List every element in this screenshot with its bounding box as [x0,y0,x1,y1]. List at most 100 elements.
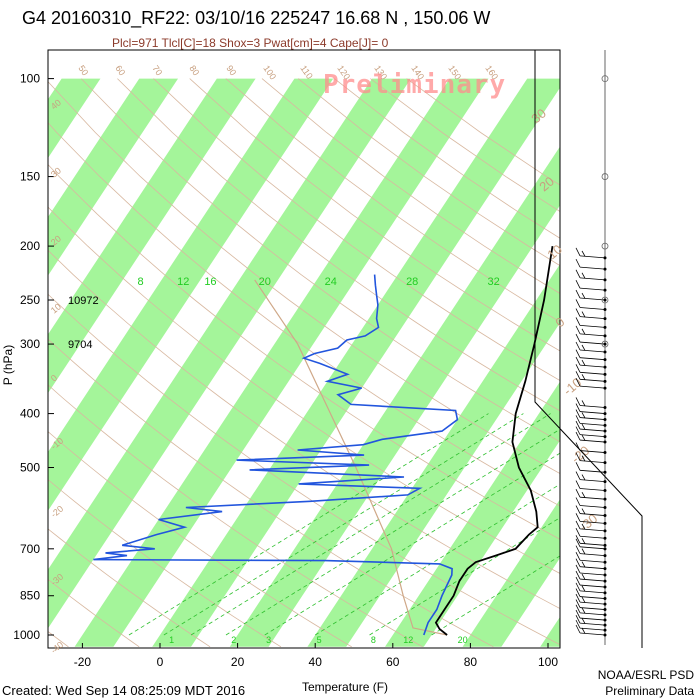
dry-adiabat-line [48,122,560,507]
wind-barb-flag [581,508,586,515]
wind-barb-flag [575,377,581,387]
wind-barb-flag [575,520,581,530]
wind-barb-staff [579,535,606,539]
wind-barb-flag [575,593,581,603]
wind-barb-flag [575,513,581,522]
wind-barb-flag [575,269,581,279]
wind-barb-flag [581,328,586,335]
theta-label: 110 [298,63,314,80]
mixing-ratio-label: 12 [177,276,189,288]
isotherm-band [74,78,489,647]
wind-barb-flag [581,596,586,603]
isotherm-band [48,78,179,276]
parcel-line [254,279,448,636]
pressure-tick-label: 300 [20,337,40,351]
mixing-ratio-label: 32 [488,276,500,288]
wind-barb-flag [575,409,581,418]
wind-barb-flag [581,548,586,555]
wind-barb-staff [579,460,606,464]
height-annotation: 10972 [68,295,99,307]
wind-barb-staff [579,479,606,482]
wind-barb-staff [579,622,606,626]
wind-barb-flag [575,431,581,441]
wind-barb-flag [575,505,581,514]
isotherm-left-label: 40 [49,97,63,111]
dry-adiabat-line [48,249,560,610]
wind-barb-staff [579,349,606,353]
wind-barb-flag [581,412,586,419]
pressure-tick-label: 400 [20,407,40,421]
mixing-ratio-label: 12 [403,635,413,645]
pressure-tick-label: 150 [20,170,40,184]
wind-barb-staff [579,578,606,582]
wind-barb-staff [579,439,606,443]
theta-label: 100 [261,63,278,81]
wind-barb-flag [575,528,581,537]
calm-wind-circle [601,173,609,180]
wind-barb-staff [579,505,606,508]
dry-adiabat-line [48,528,211,648]
calm-wind-circle [601,296,609,304]
wind-barb-flag [581,523,586,530]
mixing-ratio-line [190,413,551,636]
isotherm-left-label: -40 [49,640,65,656]
mixing-ratio-label: 1 [169,635,174,645]
wind-barb-flag [575,570,581,580]
mixing-ratio-label: 24 [325,276,337,288]
isotherm-band [540,616,560,647]
wind-barb-staff [579,357,606,361]
mixing-ratio-label: 3 [266,635,271,645]
mixing-ratio-label: 8 [138,276,144,288]
wind-barb-flag [575,564,581,574]
wind-barb-staff [579,428,606,432]
wind-barb-flag [581,538,586,544]
wind-barb-flag [575,403,581,412]
temperature-tick-label: 80 [464,655,478,669]
dry-adiabat-line [80,78,560,443]
mixing-ratio-line [369,517,560,636]
temperature-tick-label: 40 [309,655,323,669]
theta-label: 60 [113,63,127,77]
isotherm-left-label: 0 [49,373,59,384]
wind-barb-flag [575,325,581,335]
wind-barb-staff [579,333,606,337]
wind-barb-flag [575,599,581,608]
x-axis-label: Temperature (F) [302,680,389,694]
dewpoint-profile [93,274,459,636]
dewpoint-line [93,274,459,636]
wind-barb-staff [579,287,606,291]
wind-barb-staff [579,528,606,532]
mixing-ratio-label: 8 [371,635,376,645]
isotherm-band [462,499,560,647]
wind-barb-flag [575,452,581,461]
wind-barb-flag [581,434,586,441]
dry-adiabat-line [153,78,560,382]
mixing-ratio-line [314,483,560,636]
isotherm-band [307,264,560,647]
wind-barb-flag [575,535,581,544]
wind-barb-staff [579,520,606,524]
height-annotation: 9704 [68,339,92,351]
wind-barb-flag [575,538,581,547]
wind-barb-flag [575,604,581,614]
wind-barb-staff [579,434,606,438]
wind-barb-staff [579,316,606,320]
wind-barb-flag [575,624,581,634]
wind-barb-staff [579,364,606,368]
wind-barb-flag [575,289,581,299]
wind-barb-staff [579,411,606,414]
wind-barb-staff [579,617,606,621]
isotherm-band [48,78,411,629]
isotherm-left-label: -20 [49,504,65,520]
wind-barb-flag [581,250,586,257]
temperature-tick-label: 20 [231,655,245,669]
temperature-tick-label: 100 [538,655,558,669]
wind-barb-flag [575,308,581,317]
wind-barb-staff [579,596,606,599]
wind-barb-flag [575,582,581,592]
wind-barb-flag [581,292,586,299]
wind-barb-flag [581,561,586,568]
wind-barb-flag [581,455,586,462]
wind-barb-flag [575,480,581,489]
dry-adiabat-line [48,206,560,574]
